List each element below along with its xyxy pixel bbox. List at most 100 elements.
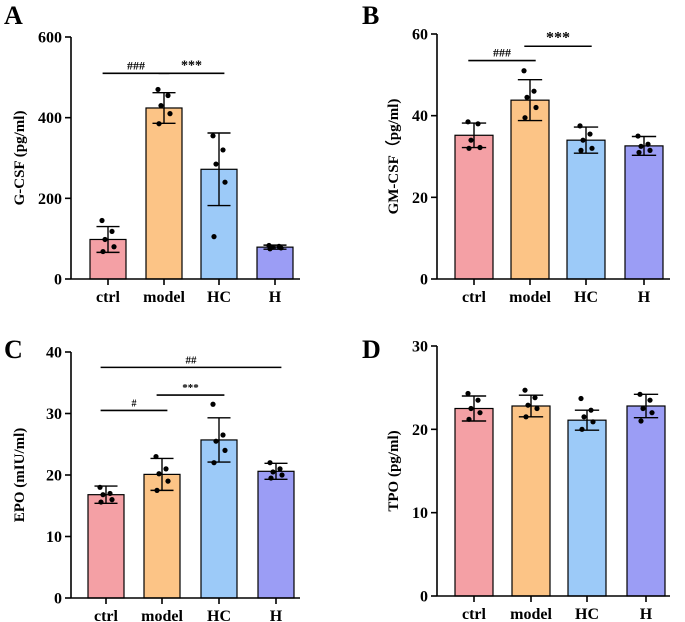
data-point: [222, 447, 228, 453]
panel-letter: D: [362, 335, 381, 364]
data-point: [100, 492, 106, 498]
panel-c: C EPO (mIU/ml) 0 10 20 30 40 ctrl model HC H # *** ##: [4, 335, 300, 622]
data-point: [468, 137, 474, 143]
y-tick-label: 200: [38, 191, 62, 208]
bar-model: [145, 107, 183, 280]
data-point: [525, 402, 531, 408]
data-point: [638, 143, 644, 149]
y-tick-label: 30: [412, 339, 428, 356]
data-point: [165, 92, 171, 99]
data-point: [523, 414, 529, 420]
data-point: [524, 94, 530, 100]
data-point: [588, 407, 594, 413]
data-point: [155, 86, 161, 93]
y-tick-label: 30: [46, 406, 62, 423]
data-point: [213, 161, 219, 167]
y-tick-label: 600: [38, 30, 62, 47]
y-tick-label: 20: [412, 422, 428, 439]
data-point: [522, 387, 528, 393]
data-point: [158, 102, 164, 109]
panel-letter: B: [362, 1, 379, 30]
data-point: [578, 147, 584, 153]
y-tick-label: 0: [420, 272, 428, 289]
y-axis-label: TPO (pg/ml): [386, 430, 402, 511]
data-point: [475, 397, 481, 403]
data-point: [163, 466, 169, 472]
y-tick-label: 0: [420, 589, 428, 606]
bar-H: [257, 470, 295, 599]
data-point: [475, 121, 481, 127]
data-point: [579, 426, 585, 432]
bar-model: [143, 473, 181, 599]
significance-label: #: [132, 398, 137, 409]
data-point: [590, 419, 596, 425]
y-tick-label: 40: [412, 108, 428, 125]
data-point: [111, 244, 117, 250]
data-point: [647, 397, 653, 403]
y-axis-label: G-CSF (pg/ml): [12, 111, 28, 206]
data-point: [581, 414, 587, 420]
data-point: [267, 246, 273, 252]
bar-HC: [566, 139, 606, 280]
data-point: [465, 119, 471, 125]
panel-letter: A: [4, 1, 23, 30]
y-tick-label: 0: [54, 272, 62, 289]
data-point: [222, 179, 228, 185]
significance-label: ###: [493, 46, 511, 60]
data-point: [270, 469, 276, 475]
panel-d: D TPO (pg/ml) 0 10 20 30 ctrl model HC H: [362, 335, 670, 622]
data-point: [278, 245, 284, 251]
data-point: [165, 478, 171, 484]
data-point: [577, 123, 583, 129]
data-point: [521, 68, 527, 74]
data-point: [277, 466, 283, 472]
x-tick-label: H: [270, 608, 283, 622]
data-point: [636, 149, 642, 156]
data-point: [466, 145, 472, 151]
bar-model: [511, 405, 551, 597]
data-point: [211, 460, 217, 466]
x-tick-label: H: [269, 289, 282, 306]
significance-label: ***: [182, 382, 199, 394]
bar-HC: [567, 419, 607, 597]
significance-label: ***: [181, 58, 202, 73]
y-tick-label: 10: [412, 505, 428, 522]
data-point: [107, 490, 113, 497]
data-point: [156, 121, 162, 127]
data-point: [102, 236, 108, 243]
bar-ctrl: [87, 494, 125, 599]
panel-a: A G-CSF (pg/ml) 0 200 400 600 ctrl model HC H ### *…: [4, 1, 300, 306]
x-tick-label: HC: [207, 608, 231, 622]
data-point: [589, 145, 595, 151]
y-tick-label: 20: [412, 190, 428, 207]
x-tick-label: H: [638, 289, 651, 306]
data-point: [587, 131, 593, 137]
data-point: [213, 438, 219, 444]
x-tick-label: ctrl: [94, 608, 119, 622]
data-point: [466, 416, 472, 422]
data-point: [647, 147, 653, 153]
x-tick-label: model: [510, 606, 552, 622]
data-point: [468, 405, 474, 412]
data-point: [279, 472, 285, 478]
data-point: [649, 410, 655, 416]
y-tick-label: 20: [46, 468, 62, 485]
x-tick-label: ctrl: [462, 289, 487, 306]
bar-H: [624, 145, 664, 280]
data-point: [220, 147, 226, 153]
data-point: [99, 217, 105, 224]
data-point: [645, 141, 651, 147]
data-point: [109, 497, 115, 503]
x-tick-label: HC: [574, 289, 598, 306]
panel-letter: C: [4, 335, 23, 364]
data-point: [167, 111, 173, 117]
y-tick-label: 60: [412, 27, 428, 44]
bar-HC: [200, 439, 238, 599]
bar-H: [626, 405, 666, 597]
data-point: [635, 133, 641, 139]
significance-label: ##: [186, 354, 198, 366]
data-point: [533, 104, 539, 111]
data-point: [578, 395, 584, 402]
data-point: [532, 395, 538, 401]
